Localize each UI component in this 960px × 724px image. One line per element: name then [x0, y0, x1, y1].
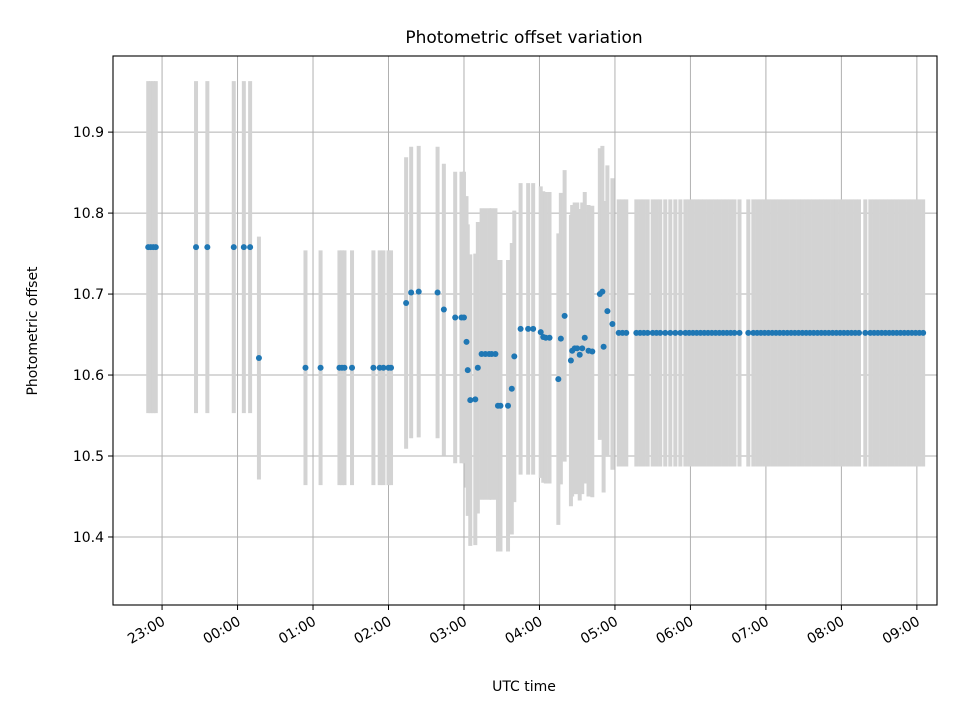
data-point [574, 345, 581, 352]
data-point [403, 299, 410, 306]
data-point [317, 364, 324, 371]
data-point [464, 367, 471, 374]
data-point [581, 334, 588, 341]
data-point [467, 397, 474, 404]
data-point [530, 325, 537, 332]
data-point [589, 348, 596, 355]
plot-frame [112, 55, 938, 606]
data-point [557, 335, 564, 342]
data-point [517, 325, 524, 332]
data-point [492, 350, 499, 357]
y-tick-label: 10.5 [73, 449, 104, 465]
data-point-layer [145, 244, 927, 409]
y-tick-label: 10.8 [73, 206, 104, 222]
data-point [561, 312, 568, 319]
data-point [546, 334, 553, 341]
data-point [644, 329, 651, 336]
data-point [152, 244, 159, 251]
data-point [677, 329, 684, 336]
data-point [408, 289, 415, 296]
data-point [460, 314, 467, 321]
data-point [452, 314, 459, 321]
data-point [440, 306, 447, 313]
data-point [193, 244, 200, 251]
data-point [474, 364, 481, 371]
data-point [525, 325, 532, 332]
data-point [341, 364, 348, 371]
x-axis-label: UTC time [492, 679, 556, 695]
data-point [731, 329, 738, 336]
data-point [657, 329, 664, 336]
data-point [204, 244, 211, 251]
data-point [920, 329, 927, 336]
data-point [415, 288, 422, 295]
data-point [511, 353, 518, 360]
data-point [463, 338, 470, 345]
data-point [349, 364, 356, 371]
data-point [370, 364, 377, 371]
y-tick-label: 10.6 [73, 368, 104, 384]
data-point [672, 329, 679, 336]
data-point [604, 308, 611, 315]
data-point [537, 329, 544, 336]
data-point [505, 402, 512, 409]
data-point [497, 402, 504, 409]
data-point [599, 288, 606, 295]
data-point [609, 321, 616, 328]
data-point [508, 385, 515, 392]
data-point [434, 289, 441, 296]
data-point [576, 351, 583, 358]
data-point [600, 343, 607, 350]
data-point [662, 329, 669, 336]
data-point [230, 244, 237, 251]
data-point [862, 329, 869, 336]
data-point [240, 244, 247, 251]
data-point [745, 329, 752, 336]
data-point [623, 329, 630, 336]
data-point [380, 364, 387, 371]
y-tick-label: 10.7 [73, 287, 104, 303]
data-point [856, 329, 863, 336]
data-point [579, 345, 586, 352]
data-point [388, 364, 395, 371]
data-point [255, 355, 262, 362]
data-point [302, 364, 309, 371]
data-point [247, 244, 254, 251]
data-point [555, 376, 562, 383]
data-point [472, 396, 479, 403]
data-point [567, 357, 574, 364]
y-axis-label: Photometric offset [25, 266, 41, 396]
y-tick-label: 10.9 [73, 125, 104, 141]
data-point [736, 329, 743, 336]
chart-title: Photometric offset variation [405, 28, 642, 48]
y-tick-label: 10.4 [73, 530, 104, 546]
data-point [667, 329, 674, 336]
